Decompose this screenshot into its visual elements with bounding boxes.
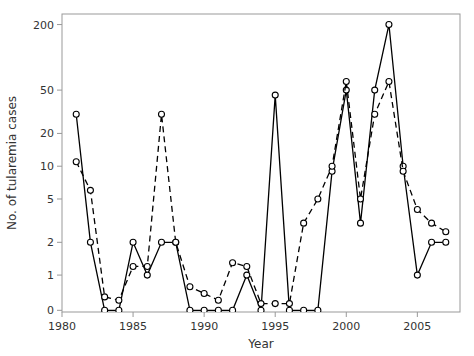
point: [73, 111, 79, 117]
point: [301, 307, 307, 312]
y-tick: [57, 275, 62, 276]
point: [414, 207, 420, 213]
point: [215, 297, 221, 303]
point: [372, 111, 378, 117]
point: [443, 239, 449, 245]
point: [144, 272, 150, 278]
point: [159, 239, 165, 245]
point: [258, 301, 264, 307]
point: [159, 111, 165, 117]
y-tick: [57, 133, 62, 134]
x-tick: [346, 312, 347, 317]
point: [272, 92, 278, 98]
point: [329, 163, 335, 169]
x-tick-label: 1995: [261, 320, 289, 333]
point: [116, 307, 122, 312]
y-tick: [57, 198, 62, 199]
y-tick-label: 50: [40, 84, 54, 97]
y-tick-label: 10: [40, 160, 54, 173]
point: [244, 272, 250, 278]
x-tick: [62, 312, 63, 317]
point: [429, 239, 435, 245]
y-tick-label: 1: [47, 269, 54, 282]
x-tick-label: 2005: [403, 320, 431, 333]
point: [372, 87, 378, 93]
point: [386, 22, 392, 28]
y-tick-label: 200: [33, 19, 54, 32]
point: [130, 263, 136, 269]
point: [187, 307, 193, 312]
y-tick: [57, 242, 62, 243]
point: [201, 307, 207, 312]
x-tick: [204, 312, 205, 317]
point: [358, 196, 364, 202]
plot-area: [73, 22, 449, 312]
x-tick: [417, 312, 418, 317]
point: [173, 239, 179, 245]
y-tick-label: 20: [40, 127, 54, 140]
x-tick-label: 1985: [119, 320, 147, 333]
chart: 1980 1985 1990 1995 2000 2005 0 1 2 5 10 20 50 200 Yea…: [0, 0, 474, 356]
x-tick-label: 1980: [48, 320, 76, 333]
point: [400, 168, 406, 174]
point: [414, 272, 420, 278]
y-tick: [57, 166, 62, 167]
point: [187, 284, 193, 290]
point: [102, 307, 108, 312]
line: [76, 25, 446, 311]
point: [144, 263, 150, 269]
y-tick-label: 5: [47, 193, 54, 206]
point: [258, 307, 264, 312]
point: [358, 220, 364, 226]
x-tick: [133, 312, 134, 317]
y-tick: [57, 24, 62, 25]
point: [429, 220, 435, 226]
point: [244, 263, 250, 269]
x-tick: [275, 312, 276, 317]
line: [76, 81, 446, 303]
point: [201, 291, 207, 297]
point: [230, 307, 236, 312]
point: [116, 297, 122, 303]
point: [315, 196, 321, 202]
point: [272, 301, 278, 307]
point: [73, 159, 79, 165]
point: [215, 307, 221, 312]
y-tick-label: 2: [47, 236, 54, 249]
y-tick: [57, 90, 62, 91]
point: [87, 187, 93, 193]
point: [443, 229, 449, 235]
point: [301, 220, 307, 226]
point: [102, 294, 108, 300]
point: [315, 307, 321, 312]
point: [230, 260, 236, 266]
y-tick: [57, 310, 62, 311]
y-axis-label: No. of tularemia cases: [5, 96, 19, 230]
x-tick-label: 1990: [190, 320, 218, 333]
point: [286, 301, 292, 307]
x-axis-label: Year: [247, 337, 273, 351]
y-tick-label: 0: [47, 304, 54, 317]
point: [343, 78, 349, 84]
point: [386, 78, 392, 84]
x-tick-label: 2000: [332, 320, 360, 333]
point: [286, 307, 292, 312]
point: [173, 239, 179, 245]
point: [130, 239, 136, 245]
plot-frame: [62, 14, 460, 312]
point: [87, 239, 93, 245]
